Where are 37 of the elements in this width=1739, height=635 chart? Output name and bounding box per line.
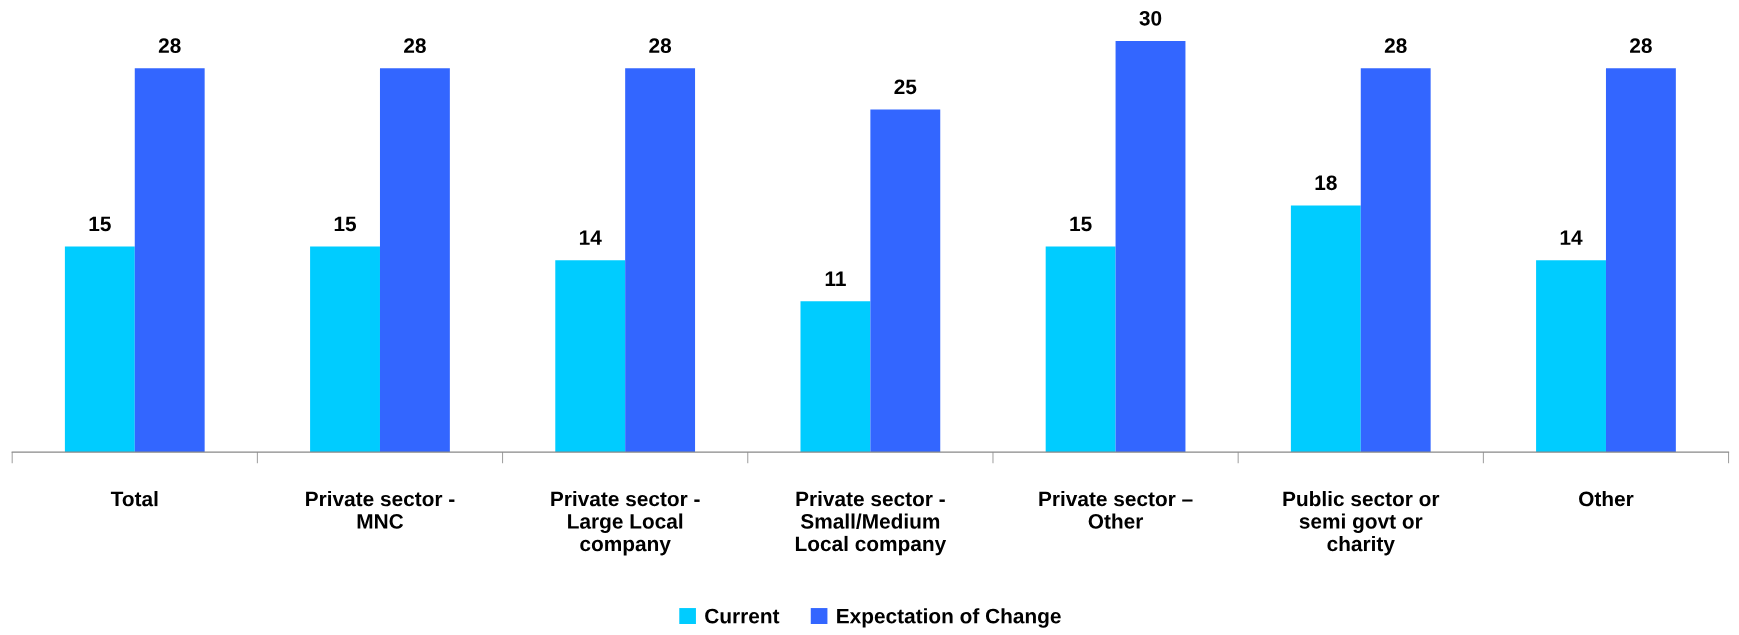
data-label: 15 [1070, 216, 1092, 232]
data-label: 14 [579, 230, 602, 245]
x-tick-label: Other [1579, 491, 1634, 507]
bar [1115, 40, 1186, 453]
x-tick-label: Private sector – Other [1039, 491, 1193, 529]
data-label: 18 [1315, 175, 1337, 191]
bar [1290, 205, 1361, 453]
bar [64, 246, 135, 453]
bar [555, 260, 626, 453]
x-tick-label: Private sector - MNC [306, 491, 455, 529]
bar [870, 109, 941, 453]
bar [134, 68, 205, 453]
bar [1360, 68, 1431, 453]
bar [310, 246, 380, 453]
data-label: 28 [404, 38, 426, 54]
bar [625, 68, 696, 453]
data-label: 28 [158, 38, 181, 54]
legend-label: Expectation of Change [837, 608, 1061, 628]
bar [1045, 246, 1116, 453]
data-label: 11 [825, 271, 846, 286]
x-tick-label: Public sector or semi govt or charity [1283, 491, 1440, 556]
bar [1605, 68, 1676, 453]
legend-label: Current [705, 608, 780, 624]
data-label: 28 [1630, 38, 1652, 54]
data-label: 15 [334, 216, 357, 232]
data-label: 15 [89, 216, 111, 232]
x-tick-label: Total [110, 491, 158, 507]
bar [1536, 260, 1606, 453]
data-label: 14 [1560, 230, 1583, 245]
bar [379, 68, 450, 453]
data-label: 30 [1139, 10, 1162, 26]
x-tick-label: Private sector - Large Local company [551, 491, 700, 556]
data-label: 25 [894, 79, 917, 95]
bar [800, 301, 871, 453]
data-label: 28 [649, 38, 672, 54]
data-label: 28 [1384, 38, 1407, 54]
x-tick-label: Private sector - Small/Medium Local company [795, 491, 947, 556]
